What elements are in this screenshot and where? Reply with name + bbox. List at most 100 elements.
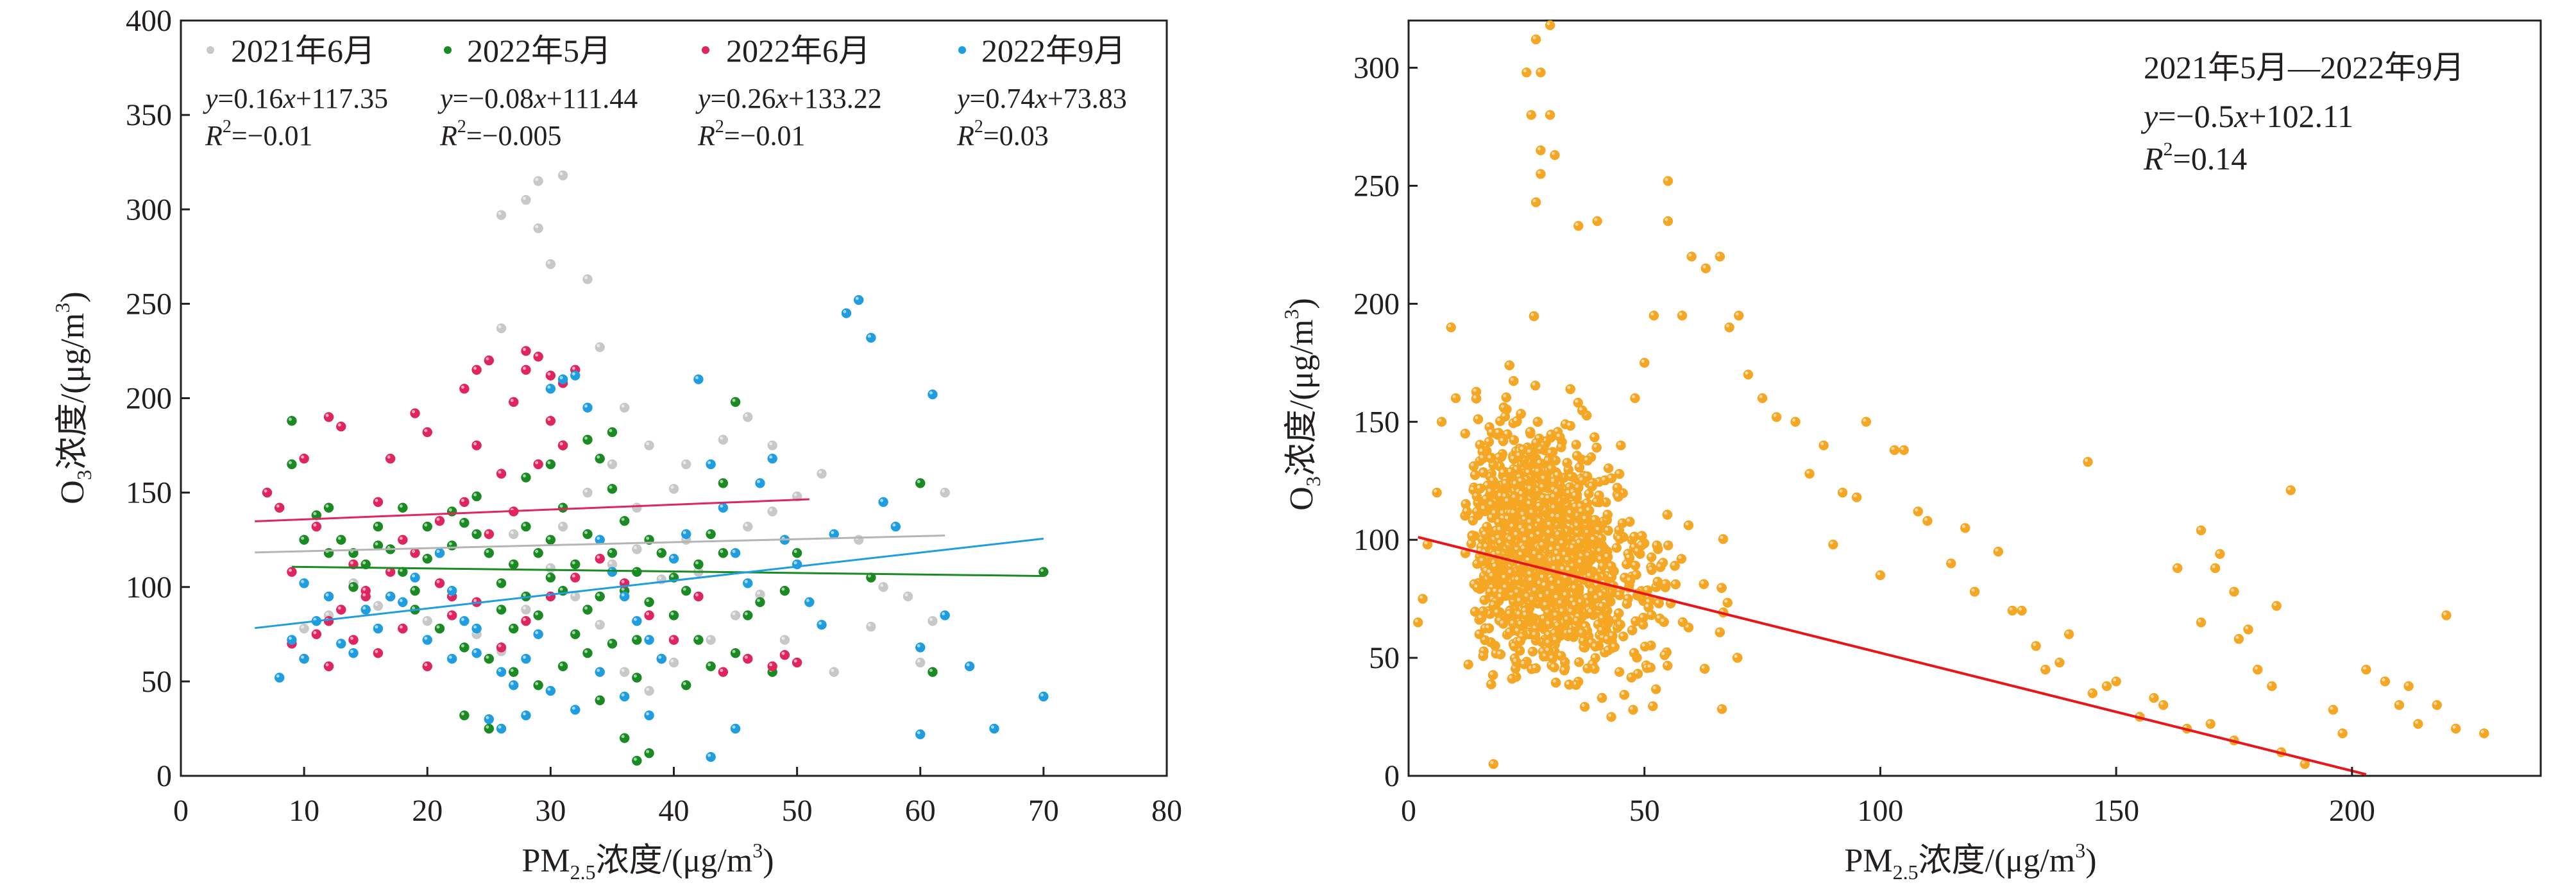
point-all-highlight	[1642, 644, 1645, 647]
point-2022年9月-highlight	[597, 536, 600, 540]
point-all	[1678, 617, 1688, 627]
point-2022年9月-highlight	[584, 404, 588, 407]
point-2022年5月	[755, 597, 765, 607]
point-2021年6月	[558, 522, 568, 531]
left-points	[262, 171, 1048, 766]
left-y-tick-label: 250	[126, 287, 172, 321]
point-2022年9月	[928, 390, 937, 399]
point-all-highlight	[1465, 662, 1468, 665]
point-2022年9月	[620, 692, 629, 701]
point-2021年6月-highlight	[424, 618, 427, 621]
point-2022年9月	[706, 459, 716, 469]
point-2022年5月	[423, 554, 432, 563]
point-all	[1580, 702, 1589, 712]
point-2022年9月	[915, 730, 925, 739]
point-2022年5月	[484, 548, 494, 558]
point-2022年6月-highlight	[276, 504, 280, 508]
point-2022年9月-highlight	[967, 663, 970, 666]
point-2021年6月-highlight	[547, 565, 550, 568]
point-2022年5月-highlight	[671, 574, 674, 578]
point-2022年5月-highlight	[708, 531, 711, 534]
r2-2021-06: R2=−0.01	[205, 117, 313, 151]
point-all-highlight	[1470, 486, 1473, 490]
point-2022年6月-highlight	[535, 354, 538, 357]
point-2022年9月-highlight	[868, 334, 871, 338]
point-2022年6月	[398, 535, 407, 545]
point-2022年6月-highlight	[547, 372, 550, 375]
point-2022年5月-highlight	[646, 599, 649, 602]
point-2021年6月-highlight	[671, 486, 674, 489]
left-y-tick-label: 350	[126, 98, 172, 132]
point-2022年9月	[472, 648, 482, 658]
point-all-highlight	[1561, 667, 1564, 671]
point-2022年5月-highlight	[683, 682, 686, 685]
point-2022年5月	[484, 654, 494, 664]
point-2022年9月-highlight	[560, 376, 563, 379]
left-y-tick-label: 0	[157, 759, 172, 793]
point-2022年6月-highlight	[350, 637, 353, 640]
point-2022年6月-highlight	[622, 580, 625, 583]
point-2022年9月	[398, 597, 407, 607]
point-all-highlight	[1663, 581, 1666, 584]
point-2022年5月-highlight	[289, 461, 292, 464]
point-2021年6月	[669, 484, 679, 493]
point-2021年6月-highlight	[547, 261, 550, 264]
point-2021年6月	[669, 658, 679, 667]
point-all-highlight	[1647, 664, 1650, 667]
point-2022年6月	[546, 592, 555, 601]
point-all-highlight	[1473, 389, 1477, 392]
point-all-highlight	[1481, 597, 1484, 600]
point-2022年6月	[718, 667, 728, 677]
point-2022年6月	[521, 365, 530, 375]
point-all-highlight	[1575, 400, 1578, 403]
point-2022年9月	[521, 710, 530, 720]
point-2022年6月	[275, 503, 284, 513]
point-2022年5月	[693, 635, 703, 645]
point-2021年6月	[423, 616, 432, 626]
point-2022年6月-highlight	[375, 499, 378, 502]
point-2021年6月	[595, 343, 605, 352]
point-all	[1607, 712, 1616, 722]
point-2022年9月	[731, 724, 740, 733]
point-2022年5月	[570, 630, 580, 639]
point-2021年6月-highlight	[917, 659, 920, 662]
point-all	[1663, 540, 1673, 550]
left-x-tick-label: 20	[412, 794, 443, 828]
point-2022年5月-highlight	[683, 588, 686, 591]
point-2022年9月-highlight	[350, 650, 353, 653]
point-2022年9月	[509, 680, 518, 690]
point-all-highlight	[1613, 545, 1616, 548]
point-2022年6月	[435, 516, 445, 526]
point-2022年9月-highlight	[695, 376, 699, 379]
point-2022年6月-highlight	[326, 663, 329, 666]
point-2022年6月-highlight	[486, 531, 489, 534]
point-2022年5月	[595, 696, 605, 705]
point-2022年9月	[300, 654, 309, 664]
point-2021年6月-highlight	[757, 592, 760, 595]
point-2022年9月-highlight	[511, 682, 514, 685]
point-all-highlight	[1502, 413, 1505, 416]
left-x-tick-label: 30	[535, 794, 566, 828]
point-2022年6月-highlight	[338, 606, 341, 610]
point-all-highlight	[1592, 655, 1595, 658]
point-2022年5月-highlight	[486, 550, 489, 553]
point-2021年6月-highlight	[523, 606, 526, 610]
point-all	[1723, 598, 1733, 608]
point-all-highlight	[1653, 686, 1656, 689]
point-2022年9月	[435, 548, 445, 558]
point-all	[1572, 440, 1581, 450]
point-2022年6月	[521, 346, 530, 356]
point-2022年9月-highlight	[449, 656, 452, 659]
point-2022年5月	[607, 427, 617, 437]
point-2022年5月-highlight	[400, 569, 403, 572]
point-2022年5月	[780, 586, 790, 596]
point-2022年6月-highlight	[313, 524, 316, 527]
point-2022年9月	[534, 630, 543, 639]
point-2021年6月-highlight	[535, 178, 538, 181]
point-2022年6月-highlight	[436, 580, 439, 583]
left-x-tick-label: 10	[289, 794, 319, 828]
point-2022年5月-highlight	[584, 606, 588, 610]
point-2022年6月	[546, 371, 555, 381]
point-2022年6月-highlight	[289, 569, 292, 572]
legend-2022-09: 2022年9月 y=0.74x+73.83 R2=0.03	[954, 33, 1127, 151]
